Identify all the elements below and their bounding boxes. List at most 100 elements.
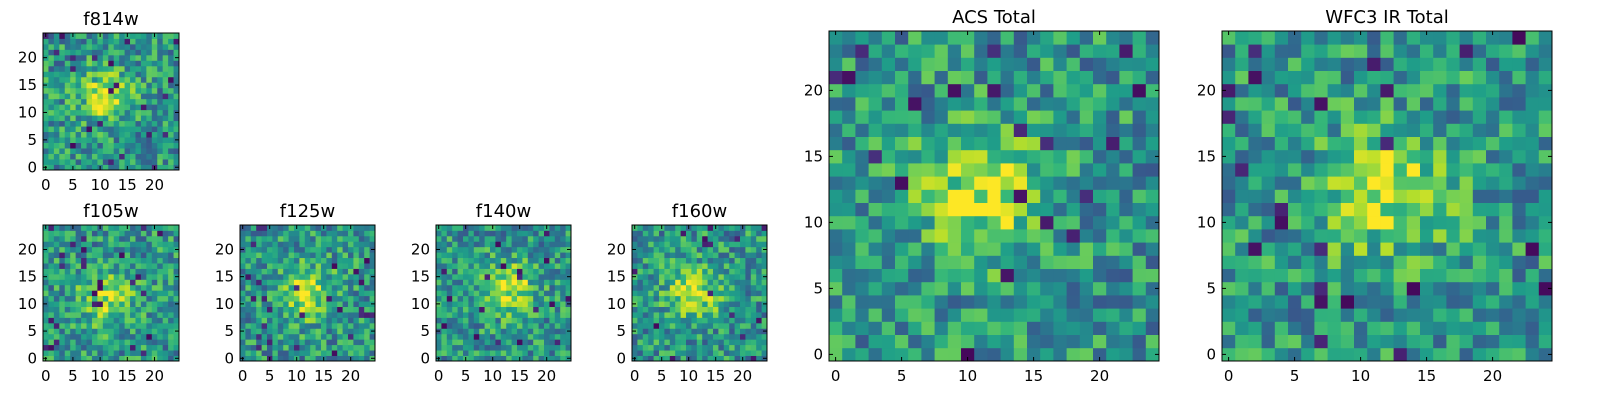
heatmap-cell	[947, 202, 962, 217]
heatmap-cell	[855, 136, 869, 151]
heatmap-cell	[1132, 149, 1147, 164]
heatmap-cell	[97, 252, 104, 259]
heatmap-cell	[549, 230, 556, 237]
heatmap-cell	[256, 350, 262, 356]
heatmap-cell	[1314, 347, 1328, 362]
heatmap-cell	[97, 350, 104, 356]
heatmap-cell	[740, 279, 746, 286]
heatmap-cell	[294, 257, 300, 264]
heatmap-cell	[1354, 202, 1368, 217]
heatmap-cell	[642, 328, 649, 335]
heatmap-cell	[113, 246, 120, 253]
heatmap-cell	[1145, 136, 1160, 151]
heatmap-cell	[1040, 31, 1054, 45]
heatmap-cell	[140, 109, 147, 116]
heatmap-cell	[267, 241, 273, 248]
heatmap-cell	[881, 334, 896, 349]
heatmap-cell	[637, 257, 644, 264]
heatmap-cell	[1145, 176, 1160, 190]
x-tick-label: 10	[958, 367, 977, 385]
heatmap-cell	[53, 306, 60, 313]
heatmap-cell	[1354, 295, 1368, 309]
heatmap-cell	[1354, 334, 1368, 349]
heatmap-cell	[48, 65, 55, 72]
heatmap-cell	[97, 43, 104, 50]
heatmap-cell	[124, 38, 131, 45]
heatmap-cell	[256, 273, 262, 280]
heatmap-cell	[921, 295, 935, 309]
heatmap-cell	[632, 284, 638, 291]
heatmap-cell	[64, 344, 71, 351]
heatmap-cell	[974, 321, 988, 335]
heatmap-cell	[868, 123, 883, 137]
heatmap-cell	[473, 312, 480, 318]
heatmap-cell	[250, 279, 257, 286]
heatmap-cell	[113, 350, 120, 356]
heatmap-cell	[745, 235, 752, 242]
heatmap-cell	[1433, 136, 1447, 151]
heatmap-cell	[97, 49, 104, 56]
heatmap-cell	[140, 54, 147, 61]
heatmap-cell	[664, 350, 671, 356]
heatmap-cell	[691, 225, 698, 231]
heatmap-cell	[59, 317, 66, 324]
heatmap-cell	[1079, 215, 1094, 230]
heatmap-cell	[468, 344, 475, 351]
heatmap-cell	[1340, 44, 1355, 58]
heatmap-cell	[1119, 123, 1133, 137]
heatmap-cell	[696, 301, 703, 307]
heatmap-cell	[1261, 321, 1276, 335]
heatmap-cell	[648, 284, 654, 291]
heatmap-cell	[1367, 281, 1381, 296]
heatmap-cell	[81, 350, 87, 356]
heatmap-cell	[707, 284, 714, 291]
heatmap-cell	[1145, 163, 1160, 177]
heatmap-cell	[1222, 202, 1236, 217]
heatmap-cell	[745, 312, 752, 318]
heatmap-cell	[146, 82, 153, 89]
heatmap-cell	[1132, 347, 1147, 362]
heatmap-cell	[267, 252, 273, 259]
heatmap-cell	[304, 322, 311, 329]
heatmap-cell	[1053, 242, 1067, 256]
heatmap-cell	[70, 104, 77, 111]
heatmap-cell	[146, 257, 153, 264]
heatmap-cell	[146, 153, 153, 160]
heatmap-cell	[310, 301, 316, 307]
heatmap-cell	[855, 189, 869, 203]
heatmap-cell	[140, 333, 147, 340]
heatmap-cell	[1000, 308, 1015, 322]
heatmap-cell	[162, 43, 169, 50]
heatmap-cell	[124, 142, 131, 149]
heatmap-cell	[691, 306, 698, 313]
heatmap-cell	[173, 333, 180, 340]
heatmap-cell	[517, 284, 523, 291]
heatmap-cell	[490, 312, 496, 318]
heatmap-cell	[761, 252, 768, 259]
heatmap-cell	[500, 257, 507, 264]
heatmap-cell	[1512, 123, 1526, 137]
heatmap-cell	[146, 344, 153, 351]
heatmap-cell	[364, 333, 370, 340]
heatmap-cell	[1301, 321, 1315, 335]
heatmap-cell	[855, 176, 869, 190]
heatmap-cell	[1393, 31, 1408, 45]
heatmap-cell	[1327, 136, 1342, 151]
heatmap-cell	[130, 306, 136, 313]
heatmap-cell	[457, 333, 464, 340]
heatmap-cell	[675, 344, 681, 351]
heatmap-cell	[457, 328, 464, 335]
heatmap-cell	[538, 230, 545, 237]
heatmap-cell	[961, 44, 975, 58]
heatmap-cell	[86, 120, 93, 127]
heatmap-cell	[468, 273, 475, 280]
heatmap-cell	[452, 312, 458, 318]
heatmap-cell	[961, 163, 975, 177]
heatmap-cell	[1314, 70, 1328, 85]
heatmap-cell	[740, 339, 746, 346]
heatmap-cell	[331, 312, 338, 318]
heatmap-cell	[648, 350, 654, 356]
heatmap-cell	[250, 344, 257, 351]
heatmap-cell	[124, 76, 131, 83]
heatmap-cell	[1393, 97, 1408, 111]
